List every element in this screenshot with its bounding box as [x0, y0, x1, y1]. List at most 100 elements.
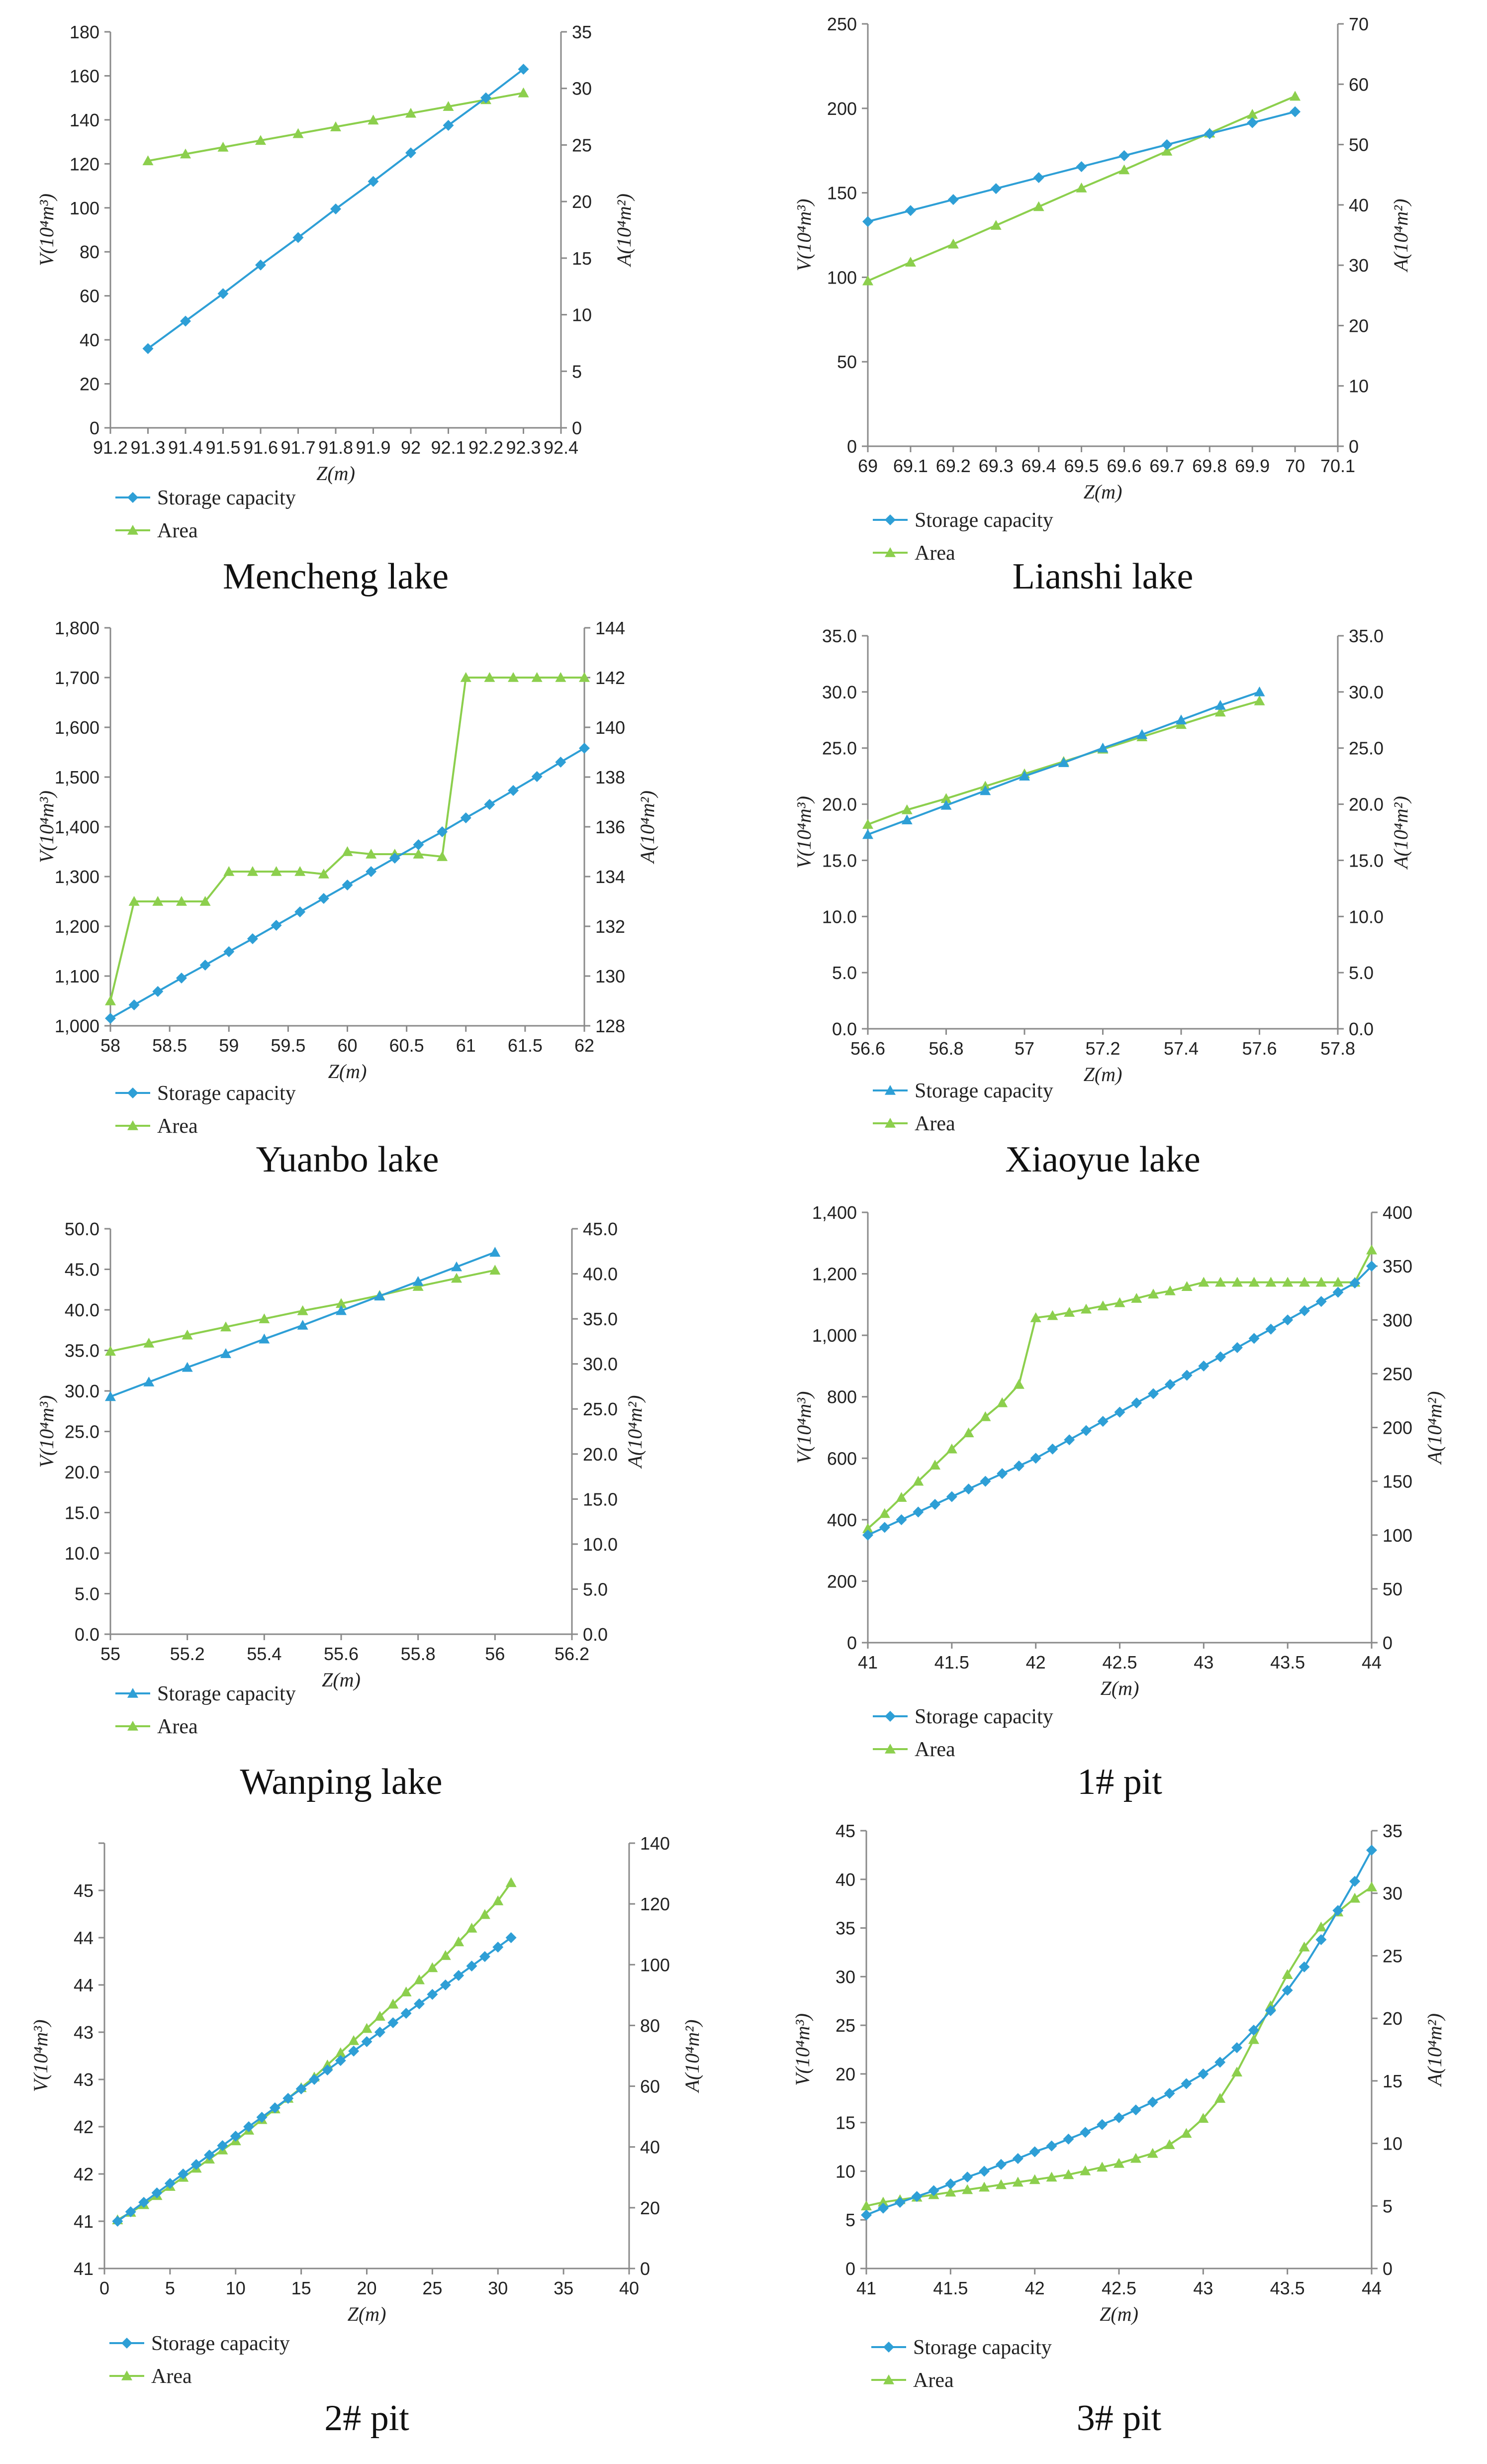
data-point-area — [555, 672, 566, 682]
x-axis-label: Z(m) — [1100, 2303, 1138, 2325]
data-point-storage — [1181, 1370, 1193, 1381]
data-point-area — [1214, 706, 1226, 717]
y2-tick-label: 10.0 — [1349, 906, 1384, 927]
data-point-storage — [861, 2209, 872, 2221]
x-tick-label: 61.5 — [508, 1035, 543, 1056]
x-axis-label: Z(m) — [328, 1060, 367, 1083]
data-point-storage — [905, 205, 916, 216]
data-point-area — [348, 2035, 360, 2045]
y2-tick-label: 40 — [640, 2137, 660, 2158]
data-point-storage — [894, 2197, 906, 2208]
y-tick-label: 35.0 — [65, 1341, 99, 1361]
y2-tick-label: 10 — [1383, 2134, 1402, 2154]
data-point-area — [105, 995, 116, 1005]
data-point-storage — [374, 2027, 385, 2038]
data-point-storage — [335, 2055, 346, 2066]
data-point-storage — [928, 2185, 939, 2196]
y2-tick-label: 30 — [1349, 255, 1369, 276]
data-point-storage — [1080, 1425, 1092, 1436]
data-point-storage — [1013, 1460, 1024, 1472]
data-point-area — [1097, 2162, 1108, 2172]
y-tick-label: 45.0 — [65, 1260, 99, 1280]
data-point-storage — [269, 2102, 280, 2113]
y2-tick-label: 134 — [595, 867, 625, 887]
data-point-storage — [1012, 2153, 1023, 2165]
x-tick-label: 69.9 — [1235, 456, 1270, 476]
legend-marker-storage — [885, 1085, 896, 1095]
y2-tick-label: 140 — [595, 717, 625, 738]
data-point-area — [142, 155, 154, 166]
data-point-storage — [947, 194, 959, 205]
y-tick-label: 50.0 — [65, 1219, 99, 1239]
y-tick-label: 5 — [845, 2210, 855, 2230]
chart-caption: Xiaoyue lake — [1005, 1139, 1200, 1180]
legend-marker-storage — [885, 1711, 896, 1722]
data-point-storage — [1181, 2078, 1192, 2089]
data-point-storage — [348, 2046, 360, 2057]
data-point-area — [217, 141, 229, 152]
data-point-area — [1097, 1300, 1109, 1310]
y2-tick-label: 40 — [1349, 195, 1369, 215]
data-point-area — [531, 672, 543, 682]
x-tick-label: 60.5 — [389, 1035, 424, 1056]
legend-label-area: Area — [915, 542, 955, 565]
y2-tick-label: 200 — [1383, 1418, 1412, 1438]
legend-label-storage: Storage capacity — [913, 2336, 1052, 2359]
data-point-area — [990, 220, 1002, 230]
data-point-area — [1064, 1307, 1075, 1317]
data-point-storage — [1366, 1845, 1377, 1856]
data-point-area — [1063, 2169, 1074, 2179]
data-point-area — [443, 101, 454, 111]
x-tick-label: 69.5 — [1064, 456, 1099, 476]
x-tick-label: 0 — [99, 2278, 109, 2298]
data-point-storage — [1231, 2042, 1243, 2054]
y2-tick-label: 400 — [1383, 1202, 1412, 1223]
y2-tick-label: 80 — [640, 2015, 660, 2036]
legend-label-storage: Storage capacity — [157, 1682, 296, 1705]
data-point-storage — [220, 1348, 231, 1358]
data-point-area — [297, 1305, 308, 1315]
y2-tick-label: 150 — [1383, 1472, 1412, 1492]
data-point-area — [997, 1397, 1008, 1407]
x-tick-label: 10 — [226, 2278, 246, 2298]
data-point-storage — [1254, 686, 1265, 696]
data-point-storage — [1290, 106, 1301, 117]
data-point-area — [901, 804, 913, 814]
y-axis-label: V(10⁴m³) — [793, 796, 815, 869]
x-tick-label: 41.5 — [934, 1652, 969, 1673]
chart-panel-3: 1,000 1,100 1,200 1,300 1,400 1,500 1,600 1,700… — [35, 618, 658, 1180]
y-tick-label: 25 — [836, 2015, 855, 2036]
data-point-storage — [256, 2112, 268, 2123]
x-tick-label: 55.6 — [324, 1644, 359, 1664]
legend-marker-area — [127, 1120, 138, 1130]
x-tick-label: 43.5 — [1270, 1652, 1305, 1673]
data-point-storage — [1118, 150, 1130, 161]
legend-label-storage: Storage capacity — [157, 1082, 296, 1105]
y-tick-label: 100 — [827, 267, 857, 288]
y2-tick-label: 132 — [595, 916, 625, 937]
data-point-storage — [217, 2140, 228, 2151]
y-tick-label: 42 — [74, 2164, 93, 2184]
data-point-storage — [913, 1506, 924, 1518]
y-tick-label: 0.0 — [832, 1019, 857, 1039]
data-point-storage — [1033, 172, 1044, 184]
data-point-area — [1315, 1921, 1327, 1932]
data-point-area — [484, 672, 495, 682]
y2-tick-label: 10.0 — [583, 1534, 618, 1555]
data-point-storage — [342, 880, 353, 890]
data-point-storage — [911, 2191, 923, 2202]
data-point-area — [1131, 1293, 1142, 1303]
data-point-storage — [427, 1989, 438, 2000]
legend-marker-area — [883, 2374, 894, 2384]
data-point-storage — [1282, 1984, 1293, 1996]
data-point-storage — [1058, 757, 1069, 767]
y-tick-label: 41 — [74, 2211, 93, 2232]
legend-marker-area — [127, 1721, 138, 1731]
y2-axis-label: A(10⁴m²) — [1423, 1391, 1446, 1466]
data-point-area — [1214, 2093, 1226, 2103]
y-tick-label: 0 — [845, 2259, 855, 2279]
x-tick-label: 69.4 — [1022, 456, 1056, 476]
data-point-storage — [199, 960, 211, 971]
data-point-area — [1030, 1312, 1041, 1322]
data-point-storage — [414, 1998, 425, 2009]
